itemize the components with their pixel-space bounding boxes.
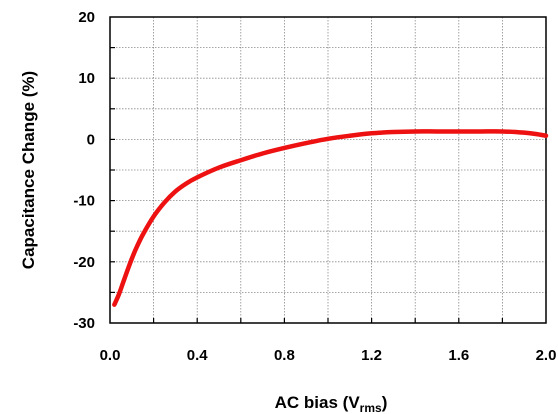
y-tick-label: -10	[73, 193, 95, 210]
x-axis-title-subscript: rms	[360, 401, 382, 414]
grid-lines	[110, 17, 546, 323]
y-axis-title: Capacitance Change (%)	[19, 71, 38, 269]
x-tick-labels: 0.0 0.4 0.8 1.2 1.6 2.0	[100, 347, 557, 364]
x-tick-label: 0.0	[100, 347, 121, 364]
x-axis-title-suffix: )	[382, 393, 388, 412]
y-tick-labels: 20 10 0 -10 -20 -30	[73, 9, 95, 332]
y-tick-label: -20	[73, 254, 95, 271]
x-tick-label: 1.2	[361, 347, 382, 364]
series-line	[112, 129, 549, 307]
tick-marks	[110, 46, 503, 323]
x-tick-label: 2.0	[536, 347, 557, 364]
y-tick-label: 10	[78, 70, 95, 87]
x-axis-title-main: AC bias (V	[275, 393, 361, 412]
y-tick-label: 0	[87, 131, 95, 148]
x-tick-label: 0.8	[274, 347, 295, 364]
y-tick-label: 20	[78, 9, 95, 26]
x-tick-label: 1.6	[448, 347, 469, 364]
y-tick-label: -30	[73, 315, 95, 332]
x-axis-title: AC bias (Vrms)	[275, 393, 388, 414]
x-tick-label: 0.4	[187, 347, 209, 364]
